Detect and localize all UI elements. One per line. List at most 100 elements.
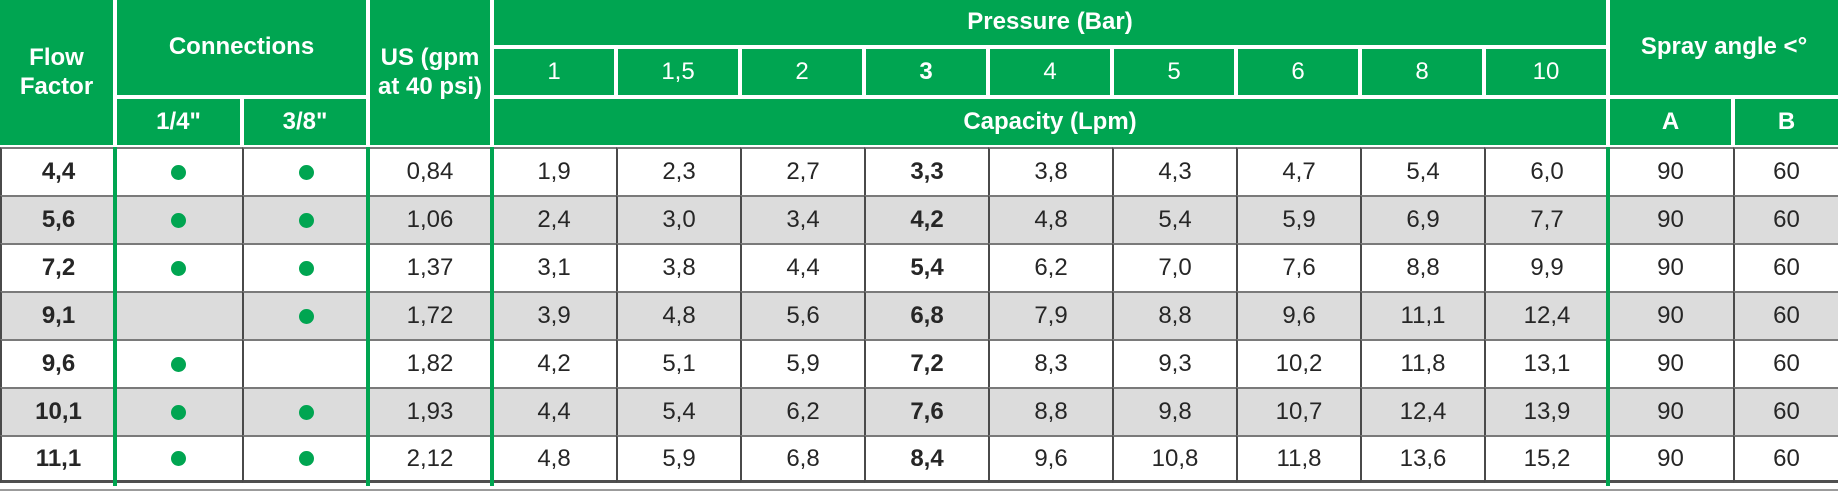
- capacity-cell: 10,2: [1236, 339, 1360, 387]
- capacity-cell: 4,2: [864, 195, 988, 243]
- connection-3-8-cell: [242, 195, 368, 243]
- green-divider-line: [1606, 147, 1610, 486]
- connection-3-8-cell: [242, 243, 368, 291]
- spray-angle-b-cell: 60: [1733, 243, 1838, 291]
- us-gpm-cell: 1,37: [368, 243, 492, 291]
- green-divider-line: [113, 147, 117, 486]
- capacity-cell: 7,6: [864, 387, 988, 435]
- capacity-cell: 5,6: [740, 291, 864, 339]
- spray-angle-a-cell: 90: [1608, 387, 1733, 435]
- capacity-cell: 3,9: [492, 291, 616, 339]
- capacity-cell: 5,9: [740, 339, 864, 387]
- capacity-cell: 7,2: [864, 339, 988, 387]
- capacity-cell: 7,9: [988, 291, 1112, 339]
- capacity-cell: 4,8: [492, 435, 616, 483]
- connection-dot-icon: [298, 260, 314, 276]
- capacity-cell: 3,1: [492, 243, 616, 291]
- capacity-cell: 6,9: [1360, 195, 1484, 243]
- capacity-cell: 8,3: [988, 339, 1112, 387]
- connection-dot-icon: [171, 356, 186, 372]
- header-pressure-value: 1: [492, 47, 616, 97]
- capacity-cell: 15,2: [1484, 435, 1608, 483]
- capacity-cell: 5,4: [1360, 147, 1484, 195]
- capacity-cell: 7,0: [1112, 243, 1236, 291]
- spray-angle-b-cell: 60: [1733, 339, 1838, 387]
- table-grid: Flow Factor Connections 1/4" 3/8" US (gp…: [0, 0, 1838, 483]
- us-gpm-cell: 1,06: [368, 195, 492, 243]
- spray-angle-b-cell: 60: [1733, 387, 1838, 435]
- connection-1-4-cell: [115, 339, 242, 387]
- connection-dot-icon: [171, 212, 186, 228]
- spray-angle-a-cell: 90: [1608, 339, 1733, 387]
- us-gpm-cell: 1,82: [368, 339, 492, 387]
- spray-angle-a-cell: 90: [1608, 147, 1733, 195]
- flow-factor-cell: 9,6: [0, 339, 115, 387]
- header-pressure-value: 2: [740, 47, 864, 97]
- capacity-cell: 11,8: [1360, 339, 1484, 387]
- flow-factor-cell: 5,6: [0, 195, 115, 243]
- capacity-cell: 7,7: [1484, 195, 1608, 243]
- capacity-cell: 9,9: [1484, 243, 1608, 291]
- capacity-cell: 9,6: [988, 435, 1112, 483]
- header-spray-angle-title: Spray angle <°: [1608, 0, 1838, 97]
- capacity-cell: 3,3: [864, 147, 988, 195]
- green-divider-line: [490, 147, 494, 486]
- capacity-cell: 9,3: [1112, 339, 1236, 387]
- capacity-cell: 13,1: [1484, 339, 1608, 387]
- header-us-gpm: US (gpm at 40 psi): [368, 0, 492, 147]
- flow-factor-cell: 9,1: [0, 291, 115, 339]
- capacity-cell: 8,8: [988, 387, 1112, 435]
- flow-factor-cell: 11,1: [0, 435, 115, 483]
- connection-3-8-cell: [242, 339, 368, 387]
- header-pressure-title: Pressure (Bar): [492, 0, 1608, 47]
- capacity-cell: 7,6: [1236, 243, 1360, 291]
- capacity-cell: 10,8: [1112, 435, 1236, 483]
- connection-3-8-cell: [242, 387, 368, 435]
- capacity-cell: 5,9: [616, 435, 740, 483]
- connection-dot-icon: [171, 260, 186, 276]
- connection-3-8-cell: [242, 291, 368, 339]
- connection-dot-icon: [298, 212, 314, 228]
- capacity-cell: 12,4: [1360, 387, 1484, 435]
- spray-angle-b-cell: 60: [1733, 195, 1838, 243]
- flow-factor-cell: 10,1: [0, 387, 115, 435]
- capacity-cell: 4,2: [492, 339, 616, 387]
- capacity-cell: 8,8: [1112, 291, 1236, 339]
- connection-dot-icon: [171, 451, 186, 466]
- capacity-cell: 3,8: [988, 147, 1112, 195]
- capacity-cell: 11,8: [1236, 435, 1360, 483]
- capacity-cell: 5,4: [1112, 195, 1236, 243]
- header-size-1-4: 1/4": [115, 97, 242, 147]
- connection-dot-icon: [171, 404, 186, 420]
- header-flow-factor: Flow Factor: [0, 0, 115, 147]
- connection-dot-icon: [298, 404, 314, 420]
- capacity-cell: 8,8: [1360, 243, 1484, 291]
- connection-1-4-cell: [115, 291, 242, 339]
- header-pressure-value: 4: [988, 47, 1112, 97]
- capacity-cell: 6,8: [740, 435, 864, 483]
- capacity-cell: 4,4: [492, 387, 616, 435]
- connection-3-8-cell: [242, 147, 368, 195]
- capacity-cell: 2,7: [740, 147, 864, 195]
- header-spray-angle-b: B: [1733, 97, 1838, 147]
- us-gpm-cell: 1,72: [368, 291, 492, 339]
- capacity-cell: 13,6: [1360, 435, 1484, 483]
- us-gpm-cell: 1,93: [368, 387, 492, 435]
- us-gpm-cell: 0,84: [368, 147, 492, 195]
- connection-dot-icon: [298, 164, 314, 180]
- connection-1-4-cell: [115, 243, 242, 291]
- capacity-cell: 9,8: [1112, 387, 1236, 435]
- connection-3-8-cell: [242, 435, 368, 483]
- capacity-cell: 3,0: [616, 195, 740, 243]
- header-spray-angle-a: A: [1608, 97, 1733, 147]
- capacity-cell: 8,4: [864, 435, 988, 483]
- capacity-cell: 5,9: [1236, 195, 1360, 243]
- capacity-cell: 5,1: [616, 339, 740, 387]
- connection-dot-icon: [171, 164, 186, 180]
- us-gpm-cell: 2,12: [368, 435, 492, 483]
- spray-angle-b-cell: 60: [1733, 435, 1838, 483]
- capacity-cell: 4,8: [616, 291, 740, 339]
- capacity-cell: 9,6: [1236, 291, 1360, 339]
- header-pressure-value: 1,5: [616, 47, 740, 97]
